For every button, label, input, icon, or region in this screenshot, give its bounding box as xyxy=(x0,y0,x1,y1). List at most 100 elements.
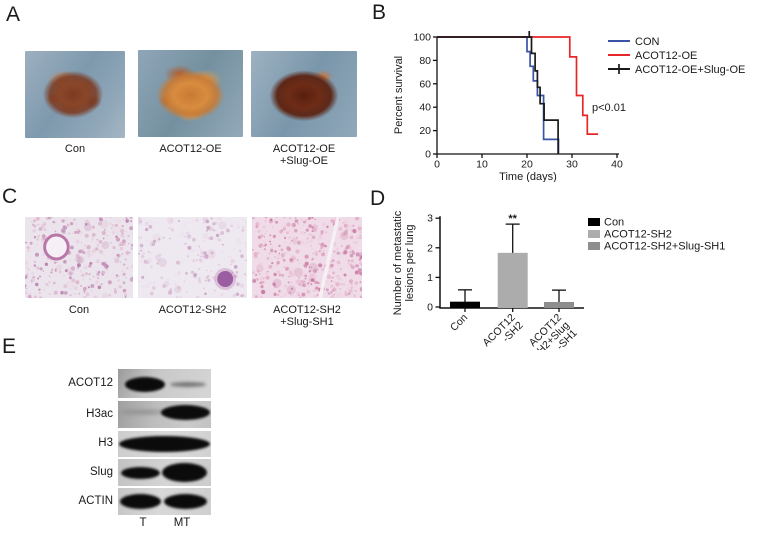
tissue-speck xyxy=(343,223,348,228)
tissue-speck xyxy=(42,253,45,256)
y-tick-label: 40 xyxy=(419,102,431,114)
tissue-speck xyxy=(112,224,114,226)
tissue-speck xyxy=(30,220,34,223)
tissue-speck xyxy=(70,266,76,271)
tissue-speck xyxy=(118,220,122,223)
tissue-speck xyxy=(318,243,320,245)
tissue-speck xyxy=(311,259,313,261)
tissue-speck xyxy=(111,224,121,234)
legend-label-0: CON xyxy=(635,36,660,48)
tissue-speck xyxy=(82,287,87,291)
legend-swatch-1 xyxy=(588,230,600,238)
tissue-speck xyxy=(185,271,188,275)
tissue-speck xyxy=(123,263,126,266)
tissue-speck xyxy=(29,241,33,245)
tissue-speck xyxy=(42,270,44,272)
tissue-speck xyxy=(294,219,299,223)
tissue-speck xyxy=(293,267,304,277)
lane-label-t: T xyxy=(139,517,147,529)
tissue-speck xyxy=(181,261,184,264)
tissue-speck xyxy=(232,293,236,297)
tissue-speck xyxy=(318,250,321,253)
tissue-speck xyxy=(90,284,95,288)
tissue-speck xyxy=(261,280,265,284)
tissue-speck xyxy=(75,280,80,285)
tissue-speck xyxy=(130,243,133,247)
tissue-speck xyxy=(167,217,174,224)
blot-strip-slug xyxy=(118,459,211,486)
tissue-speck xyxy=(295,236,298,239)
tissue-speck xyxy=(261,243,263,245)
tissue-speck xyxy=(84,233,89,238)
tissue-speck xyxy=(76,269,78,271)
tissue-speck xyxy=(144,221,149,226)
p-value-annotation: p<0.01 xyxy=(592,102,626,114)
tissue-speck xyxy=(343,230,348,235)
tissue-speck xyxy=(207,278,211,282)
tissue-speck xyxy=(227,254,232,259)
legend-swatch-0 xyxy=(588,218,600,226)
tissue-speck xyxy=(286,245,290,250)
tissue-speck xyxy=(339,268,342,270)
tissue-speck xyxy=(97,270,101,274)
tissue-speck xyxy=(114,257,120,264)
tissue-speck xyxy=(124,293,128,297)
tissue-speck xyxy=(308,270,311,273)
tissue-speck xyxy=(352,229,357,233)
tissue-speck xyxy=(347,262,349,264)
tissue-speck xyxy=(45,283,48,286)
tissue-speck xyxy=(306,282,312,288)
tissue-speck xyxy=(221,243,224,246)
blot-band-actin-t xyxy=(120,494,161,509)
tissue-speck xyxy=(87,286,90,289)
tissue-speck xyxy=(258,261,263,267)
tissue-speck xyxy=(96,272,100,276)
tissue-speck xyxy=(311,226,314,229)
tissue-speck xyxy=(233,217,236,218)
tissue-speck xyxy=(185,235,190,240)
tissue-speck xyxy=(59,217,61,219)
tissue-speck xyxy=(36,238,39,241)
tissue-speck xyxy=(311,234,313,236)
survival-curve-acot12-oe+slug-oe xyxy=(437,36,559,154)
tissue-speck xyxy=(295,217,297,219)
tissue-speck xyxy=(75,256,82,263)
blot-label-actin: ACTIN xyxy=(78,495,114,507)
tissue-speck xyxy=(191,249,195,253)
tissue-speck xyxy=(340,283,342,285)
tissue-speck xyxy=(123,292,128,296)
tissue-speck xyxy=(40,224,45,229)
tissue-speck xyxy=(255,225,259,229)
tissue-speck xyxy=(90,290,93,292)
tissue-speck xyxy=(26,242,28,244)
significance-marker: ** xyxy=(508,213,517,225)
tissue-speck xyxy=(349,265,351,267)
tissue-speck xyxy=(283,217,285,219)
tissue-speck xyxy=(149,282,151,284)
tissue-speck xyxy=(101,241,110,249)
tissue-speck xyxy=(83,265,88,270)
tissue-speck xyxy=(145,284,150,288)
caption-a-acot12-oe: ACOT12-OE xyxy=(159,143,222,155)
tissue-speck xyxy=(262,225,266,229)
tissue-speck xyxy=(102,261,107,266)
tissue-speck xyxy=(347,224,352,229)
tissue-speck xyxy=(277,254,281,258)
tissue-speck xyxy=(170,228,174,232)
tissue-speck xyxy=(355,217,360,221)
tissue-speck xyxy=(284,285,287,287)
tissue-speck xyxy=(45,217,50,220)
tissue-speck xyxy=(74,258,78,262)
tissue-speck xyxy=(162,237,165,239)
tissue-speck xyxy=(300,218,303,221)
tissue-speck xyxy=(259,246,261,248)
tissue-speck xyxy=(83,290,86,293)
tissue-speck xyxy=(164,231,166,234)
tissue-speck xyxy=(333,293,335,296)
tissue-speck xyxy=(253,278,256,282)
tissue-speck xyxy=(43,228,47,231)
tissue-speck xyxy=(29,293,32,295)
tissue-speck xyxy=(359,287,362,292)
tissue-speck xyxy=(184,242,187,245)
tissue-speck xyxy=(297,223,299,225)
